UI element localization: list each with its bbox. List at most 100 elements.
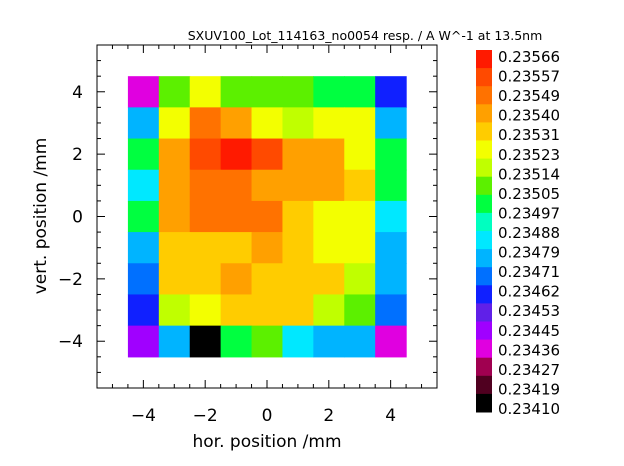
heatmap-cell xyxy=(375,76,407,108)
heatmap-cell xyxy=(344,294,376,327)
colorbar-label: 0.23445 xyxy=(498,322,560,340)
heatmap-cell xyxy=(313,325,345,358)
heatmap-cell xyxy=(375,325,407,358)
heatmap-cell xyxy=(251,107,284,140)
heatmap-cell xyxy=(220,200,253,233)
heatmap-cell xyxy=(344,169,376,202)
heatmap-cell xyxy=(375,138,407,171)
colorbar-swatch xyxy=(476,68,492,87)
colorbar-label: 0.23523 xyxy=(498,146,560,164)
colorbar-swatch xyxy=(476,194,492,214)
heatmap-cell xyxy=(344,263,376,296)
heatmap-cell xyxy=(344,76,376,108)
colorbar-label: 0.23549 xyxy=(498,87,560,105)
heatmap-cell xyxy=(251,325,284,358)
colorbar-swatch xyxy=(476,122,492,141)
colorbar-swatch xyxy=(476,393,492,413)
colorbar-label: 0.23497 xyxy=(498,204,560,222)
heatmap-cell xyxy=(158,107,191,140)
heatmap-cell xyxy=(189,294,222,327)
heatmap-cell xyxy=(220,76,253,108)
y-tick-label: −2 xyxy=(58,270,83,290)
colorbar-label: 0.23419 xyxy=(498,380,560,398)
heatmap-cell xyxy=(158,232,191,264)
colorbar-label: 0.23453 xyxy=(498,302,560,320)
x-tick-label: 2 xyxy=(323,406,334,426)
heatmap-cell xyxy=(127,200,160,233)
heatmap-cell xyxy=(282,294,314,327)
y-tick-label: 4 xyxy=(72,83,83,103)
colorbar-label: 0.23479 xyxy=(498,244,560,262)
heatmap-cell xyxy=(344,138,376,171)
heatmap-cell xyxy=(127,138,160,171)
heatmap-cell xyxy=(189,107,222,140)
heatmap-cell xyxy=(189,325,222,358)
colorbar-swatch xyxy=(476,212,492,232)
heatmap-cell xyxy=(282,200,314,233)
colorbar-label: 0.23505 xyxy=(498,185,560,203)
heatmap-cell xyxy=(282,263,314,296)
x-axis-ticks: −4 −2 0 2 4 xyxy=(96,45,438,426)
heatmap-cell xyxy=(251,232,284,264)
heatmap-cell xyxy=(220,138,253,171)
heatmap-cell xyxy=(251,76,284,108)
heatmap-cell xyxy=(251,263,284,296)
colorbar-swatch xyxy=(476,267,492,286)
heatmap-cell xyxy=(220,169,253,202)
heatmap-cell xyxy=(375,200,407,233)
heatmap-cell xyxy=(344,325,376,358)
heatmap-cell xyxy=(344,232,376,264)
heatmap-cell xyxy=(375,107,407,140)
heatmap-cell xyxy=(158,169,191,202)
heatmap-cell xyxy=(189,138,222,171)
heatmap-cell xyxy=(282,325,314,358)
colorbar-swatch xyxy=(476,321,492,341)
heatmap-cell xyxy=(127,107,160,140)
heatmap-cell xyxy=(375,232,407,264)
heatmap-cell xyxy=(189,200,222,233)
x-tick-label: 0 xyxy=(262,406,273,426)
colorbar-label: 0.23566 xyxy=(498,48,560,66)
heatmap-cell xyxy=(189,169,222,202)
colorbar-label: 0.23488 xyxy=(498,224,560,242)
heatmap-cell xyxy=(251,200,284,233)
heatmap-cell xyxy=(282,232,314,264)
colorbar-swatch xyxy=(476,285,492,304)
heatmap-cell xyxy=(158,294,191,327)
y-axis-label: vert. position /mm xyxy=(31,138,51,295)
heatmap-cell xyxy=(375,263,407,296)
heatmap-cell xyxy=(375,169,407,202)
heatmap-cell xyxy=(313,76,345,108)
x-axis-label: hor. position /mm xyxy=(193,432,342,452)
heatmap-cell xyxy=(158,138,191,171)
heatmap-cell xyxy=(220,294,253,327)
colorbar-swatch xyxy=(476,104,492,123)
heatmap-cell xyxy=(344,107,376,140)
colorbar-swatch xyxy=(476,86,492,105)
heatmap-cell xyxy=(282,107,314,140)
colorbar-label: 0.23462 xyxy=(498,283,560,301)
heatmap-cell xyxy=(251,294,284,327)
colorbar-swatch xyxy=(476,231,492,250)
colorbar-label: 0.23410 xyxy=(498,400,560,418)
colorbar-swatch xyxy=(476,303,492,322)
colorbar-label: 0.23531 xyxy=(498,126,560,144)
heatmap-cell xyxy=(127,263,160,296)
colorbar-swatch xyxy=(476,357,492,377)
colorbar-swatch xyxy=(476,176,492,196)
heatmap-cell xyxy=(282,169,314,202)
plot-area: −4 −2 0 2 4 4 2 0 −2 −4 xyxy=(58,44,438,426)
colorbar-label: 0.23427 xyxy=(498,361,560,379)
heatmap-cell xyxy=(313,200,345,233)
chart-title: SXUV100_Lot_114163_no0054 resp. / A W^-1… xyxy=(188,28,543,43)
heatmap-cell xyxy=(251,138,284,171)
colorbar-label: 0.23514 xyxy=(498,165,560,183)
heatmap-cell xyxy=(282,138,314,171)
colorbar-swatch xyxy=(476,339,492,359)
y-tick-label: 0 xyxy=(72,208,83,228)
heatmap-cell xyxy=(189,76,222,108)
heatmap-cell xyxy=(127,169,160,202)
heatmap-cell xyxy=(220,232,253,264)
